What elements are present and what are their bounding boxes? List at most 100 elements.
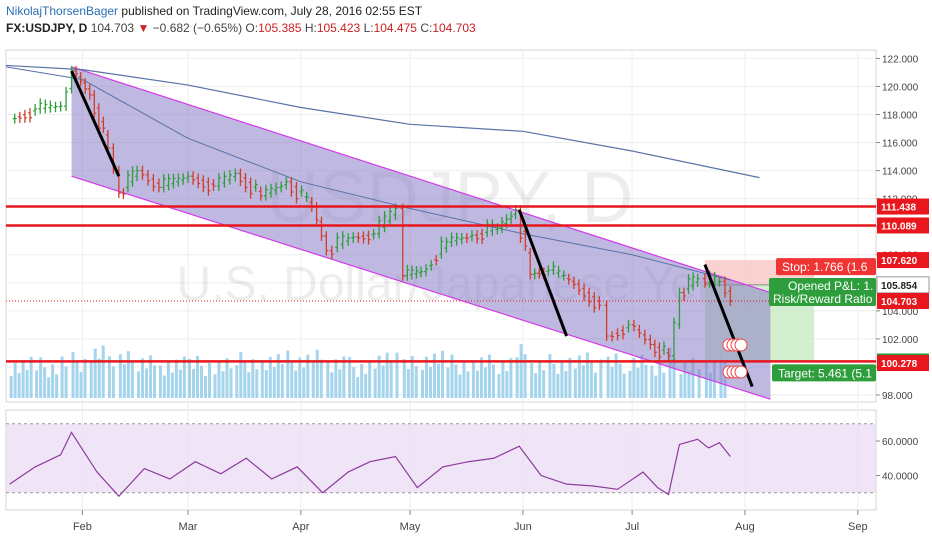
- volume-bar: [589, 362, 593, 398]
- volume-bar: [364, 374, 368, 398]
- price-label: 100.278: [881, 359, 918, 370]
- volume-bar: [610, 366, 614, 398]
- symbol-label: FX:USDJPY, D: [6, 21, 88, 35]
- volume-bar: [683, 361, 687, 398]
- y-tick-label: 102.000: [882, 335, 919, 346]
- volume-bar: [294, 370, 298, 398]
- volume-bar: [618, 363, 622, 398]
- volume-bar: [276, 354, 280, 398]
- volume-bar: [636, 367, 640, 398]
- close-label: C:: [420, 21, 433, 35]
- volume-bar: [9, 375, 13, 398]
- volume-bar: [432, 353, 436, 398]
- symbol-line: FX:USDJPY, D 104.703 ▼ −0.682 (−0.65%) O…: [6, 21, 476, 35]
- level-label-bg: [877, 198, 929, 215]
- rr-label: Risk/Reward Ratio: [773, 292, 873, 306]
- volume-bar: [395, 352, 399, 398]
- volume-bar: [255, 369, 259, 398]
- volume-bar: [650, 365, 654, 398]
- volume-bar: [679, 374, 683, 398]
- price-label: 105.854: [881, 281, 918, 292]
- volume-bar: [153, 365, 157, 398]
- volume-bar: [29, 356, 33, 398]
- volume-bar: [564, 371, 568, 398]
- volume-bar: [515, 357, 519, 398]
- volume-bar: [268, 357, 272, 398]
- level-label: 110.089: [881, 221, 917, 232]
- volume-bar: [381, 365, 385, 398]
- volume-bar: [368, 361, 372, 398]
- price-label-bg: [876, 276, 930, 294]
- volume-bar: [479, 357, 483, 398]
- author-link[interactable]: NikolajThorsenBager: [6, 4, 119, 18]
- volume-bar: [126, 351, 130, 398]
- x-tick-label: Jul: [625, 521, 639, 533]
- volume-bar: [182, 356, 186, 398]
- y-tick-label: 118.000: [882, 111, 918, 122]
- volume-bar: [668, 347, 672, 398]
- price-label: 104.703: [881, 297, 918, 308]
- volume-bar: [243, 362, 247, 398]
- volume-bar: [491, 364, 495, 398]
- volume-bar: [505, 371, 509, 398]
- volume-bar: [599, 359, 603, 398]
- volume-bar: [137, 371, 141, 398]
- volume-bar: [149, 355, 153, 398]
- price-label-bg: [877, 292, 929, 309]
- volume-bar: [39, 357, 43, 398]
- target-label: Target: 5.461 (5.1: [778, 366, 872, 380]
- volume-bar: [192, 368, 196, 398]
- volume-bar: [330, 372, 334, 398]
- volume-bar: [523, 354, 527, 398]
- volume-bar: [225, 358, 229, 398]
- open-label: O:: [245, 21, 259, 35]
- volume-bar: [471, 360, 475, 398]
- volume-bar: [534, 373, 538, 398]
- volume-bar: [606, 356, 610, 398]
- volume-bar: [704, 362, 708, 398]
- volume-bar: [436, 363, 440, 398]
- ma-50-line: [5, 66, 731, 281]
- volume-bar: [462, 361, 466, 398]
- volume-bar: [239, 352, 243, 398]
- volume-bar: [342, 356, 346, 398]
- low-value: 104.475: [373, 21, 417, 35]
- volume-bar: [632, 357, 636, 398]
- x-tick-label: Aug: [735, 521, 755, 533]
- published-text: published on TradingView.com, July 28, 2…: [121, 4, 423, 18]
- volume-bar: [213, 374, 217, 398]
- volume-bar: [658, 362, 662, 398]
- volume-bar: [101, 345, 105, 398]
- volume-bar: [247, 372, 251, 398]
- volume-bar: [272, 367, 276, 398]
- rsi-line: [9, 431, 731, 498]
- volume-bar: [25, 369, 29, 398]
- x-tick-label: May: [400, 521, 421, 533]
- price-change: −0.682 (−0.65%): [152, 21, 243, 35]
- volume-bar: [170, 372, 174, 398]
- volume-bar: [338, 369, 342, 398]
- volume-bar: [614, 353, 618, 398]
- volume-bar: [530, 363, 534, 398]
- volume-bar: [290, 360, 294, 398]
- y-tick-label: 122.000: [882, 54, 919, 65]
- volume-bar: [111, 366, 115, 398]
- high-label: H:: [304, 21, 317, 35]
- volume-bar: [174, 359, 178, 398]
- volume-bar: [552, 364, 556, 398]
- volume-bar: [306, 354, 310, 398]
- volume-bar: [311, 362, 315, 398]
- level-label: 111.438: [881, 203, 916, 214]
- volume-bar: [79, 371, 83, 398]
- price-label-bg: [877, 252, 929, 269]
- last-price: 104.703: [90, 21, 135, 35]
- x-tick-label: Sep: [848, 521, 868, 533]
- volume-bar: [708, 372, 712, 398]
- volume-bar: [264, 370, 268, 398]
- volume-bar: [17, 372, 21, 398]
- volume-bar: [428, 366, 432, 398]
- low-label: L:: [363, 21, 374, 35]
- volume-bar: [145, 368, 149, 398]
- volume-bar: [302, 367, 306, 398]
